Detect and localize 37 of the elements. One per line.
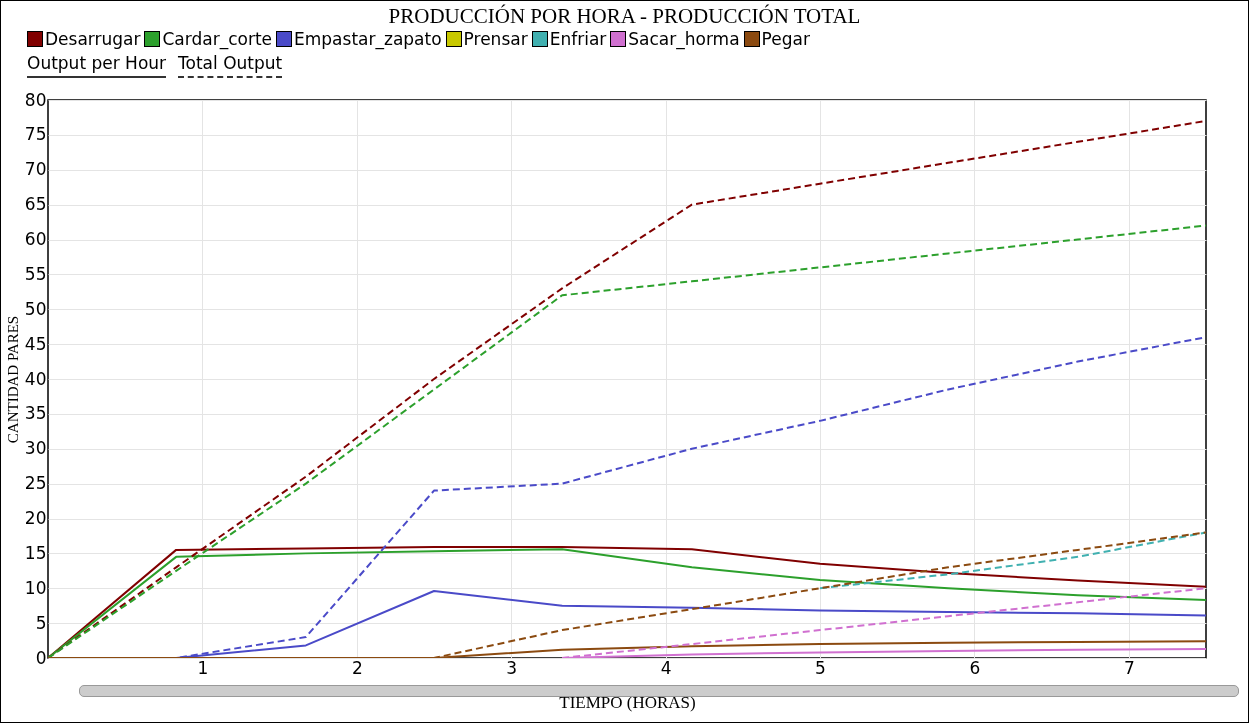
x-tick-label: 3: [506, 657, 518, 678]
y-tick-label: 55: [24, 263, 47, 284]
y-tick-label: 15: [24, 542, 47, 563]
legend-label: Cardar_corte: [161, 28, 273, 51]
legend-label: Prensar: [462, 28, 528, 51]
legend-label: Empastar_zapato: [293, 28, 442, 51]
y-tick-label: 20: [24, 508, 47, 528]
text: Total Output: [178, 51, 283, 78]
text: Output per Hour: [27, 51, 167, 78]
line-series: [819, 531, 1206, 590]
y-tick-label: 40: [24, 368, 47, 389]
x-tick-label: 7: [1123, 657, 1135, 678]
y-tick-label: 5: [35, 612, 47, 633]
y-tick-label: 0: [35, 647, 47, 668]
y-tick-label: 75: [24, 124, 47, 145]
y-tick-label: 50: [24, 298, 47, 319]
legend-label: Pegar: [760, 28, 810, 51]
y-axis-title: CANTIDAD PARES: [4, 315, 21, 444]
y-tick-label: 10: [24, 577, 47, 598]
legend-label: Enfriar: [548, 28, 607, 51]
y-tick-label: 25: [24, 473, 47, 494]
y-tick-label: 65: [24, 194, 47, 215]
y-tick-label: 30: [24, 438, 47, 459]
legend-label: Sacar_horma: [627, 28, 740, 51]
x-tick-label: 6: [969, 657, 981, 678]
x-tick-label: 2: [351, 657, 363, 678]
x-tick-label: 4: [660, 657, 672, 678]
y-tick-label: 45: [24, 333, 47, 354]
legend-label: Desarrugar: [44, 28, 141, 51]
chart-title: PRODUCCIÓN POR HORA - PRODUCCIÓN TOTAL: [387, 4, 862, 28]
y-tick-label: 80: [24, 89, 47, 110]
y-tick-label: 70: [24, 159, 47, 180]
y-tick-label: 35: [24, 403, 47, 424]
x-axis-title: TIEMPO (HORAS): [559, 692, 696, 712]
x-tick-label: 1: [197, 657, 209, 678]
x-tick-label: 5: [815, 657, 826, 678]
y-tick-label: 60: [24, 229, 47, 249]
